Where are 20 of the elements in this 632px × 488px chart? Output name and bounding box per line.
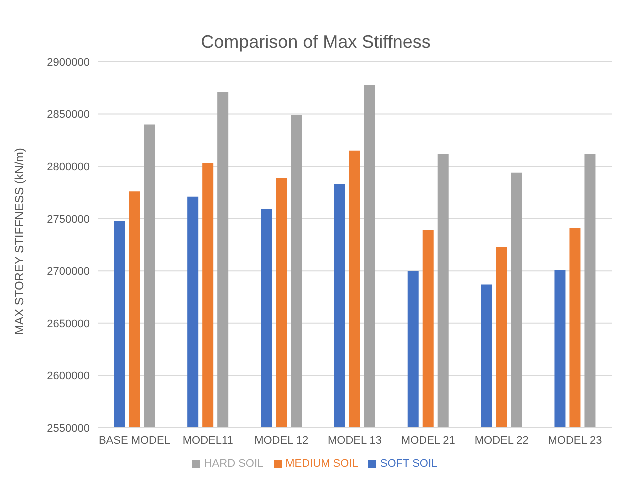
- x-tick-label: MODEL 23: [548, 434, 602, 447]
- y-tick-label: 2800000: [47, 161, 90, 174]
- y-tick-label: 2900000: [47, 56, 90, 69]
- x-tick-label: BASE MODEL: [98, 434, 170, 447]
- legend-label: MEDIUM SOIL: [286, 458, 358, 470]
- y-tick-label: 2650000: [47, 318, 90, 330]
- x-tick-label: MODEL 22: [474, 434, 529, 447]
- x-tick-label: MODEL11: [182, 434, 234, 447]
- y-tick-label: 2550000: [47, 422, 90, 435]
- legend-label: HARD SOIL: [204, 458, 264, 470]
- x-tick-label: MODEL 13: [328, 434, 382, 447]
- y-tick-label: 2750000: [47, 214, 90, 226]
- legend-label: SOFT SOIL: [380, 458, 438, 470]
- chart-title: Comparison of Max Stiffness: [200, 31, 432, 52]
- y-tick-label: 2850000: [47, 109, 90, 122]
- x-tick-label: MODEL 21: [401, 434, 456, 447]
- y-tick-label: 2600000: [47, 370, 90, 383]
- y-axis-title: MAX STOREY STIFFNESS (kN/m): [12, 148, 26, 335]
- x-tick-label: MODEL 12: [254, 434, 309, 447]
- y-tick-label: 2700000: [47, 266, 90, 278]
